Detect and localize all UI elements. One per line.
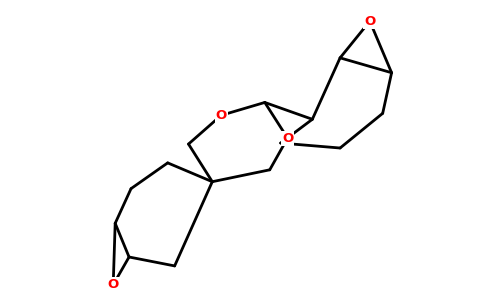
Text: O: O xyxy=(107,278,119,291)
Text: O: O xyxy=(282,132,293,145)
Text: O: O xyxy=(215,109,227,122)
Text: O: O xyxy=(364,15,376,28)
